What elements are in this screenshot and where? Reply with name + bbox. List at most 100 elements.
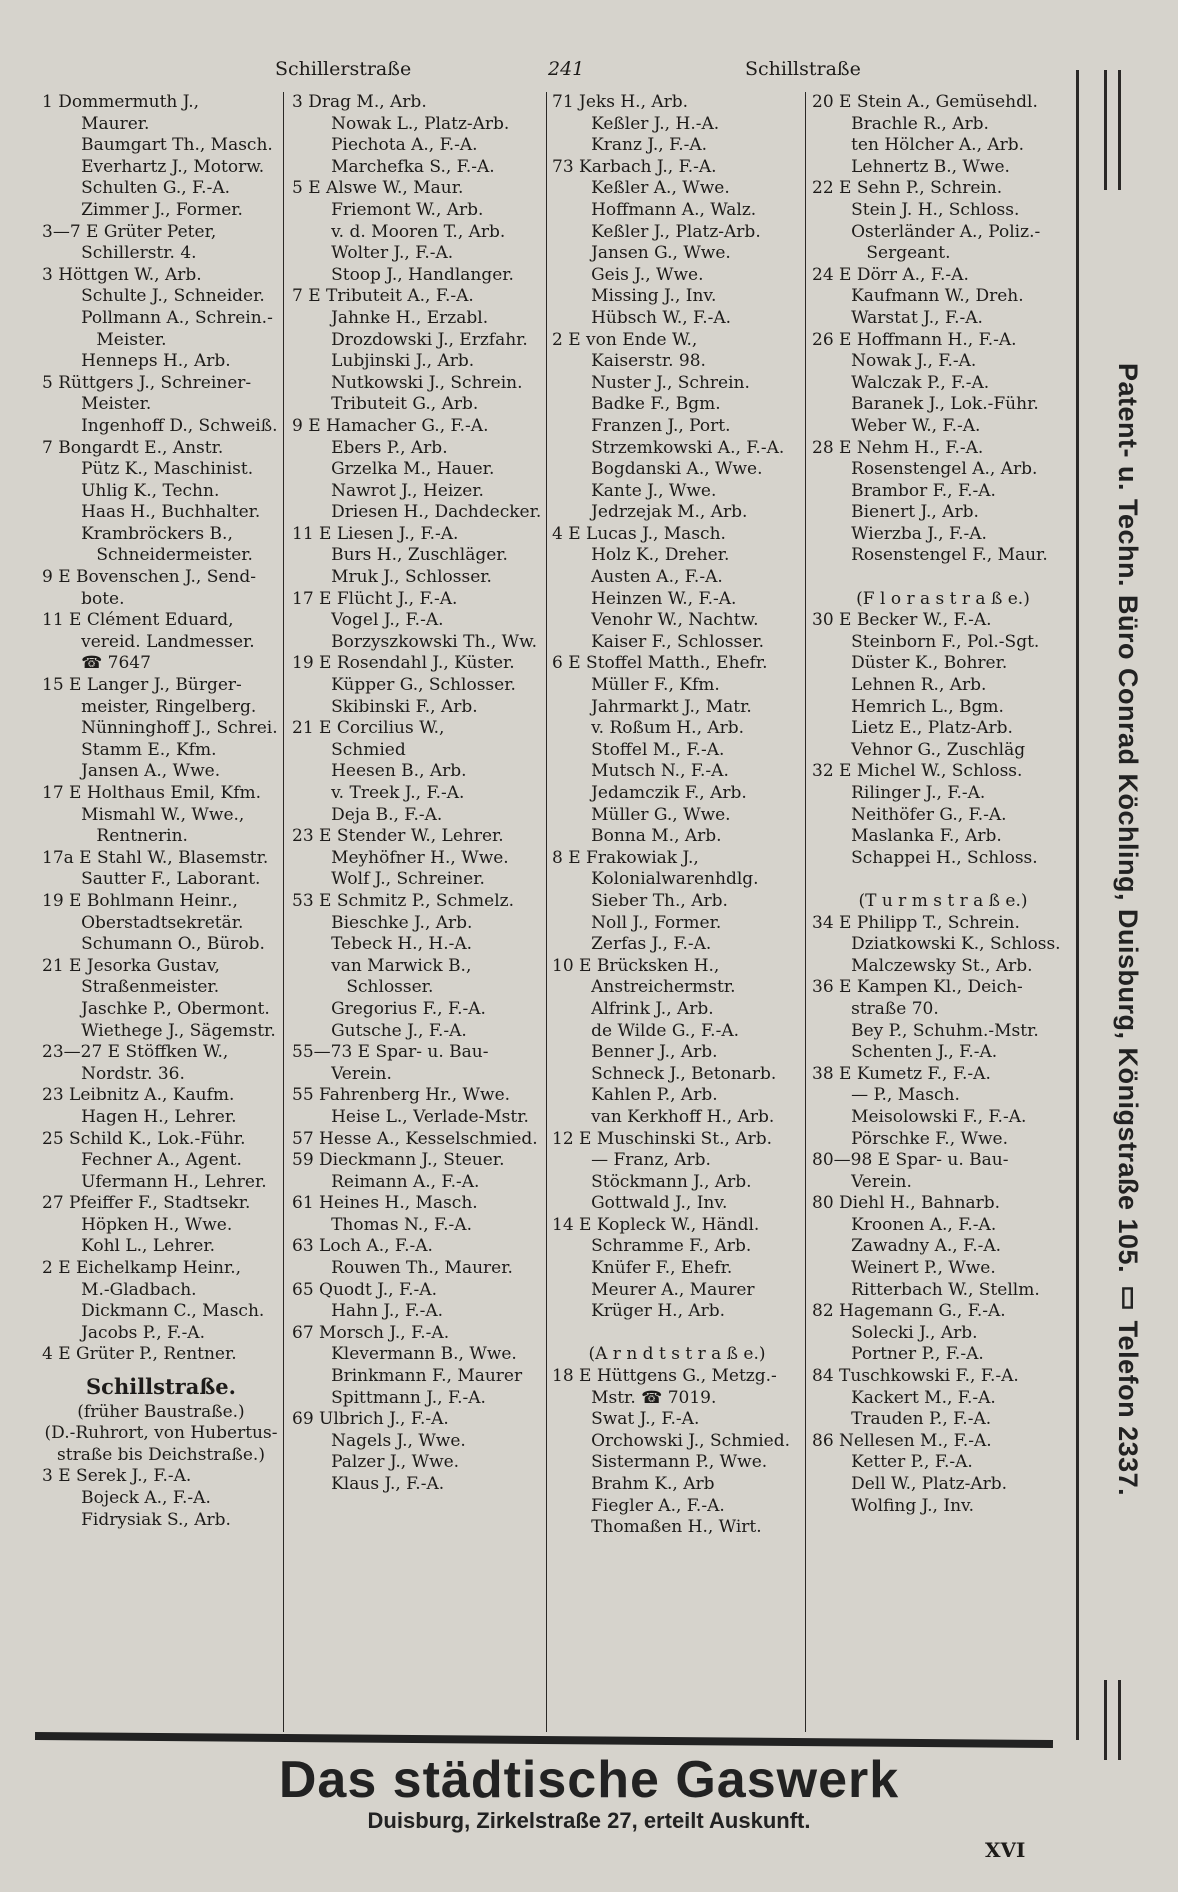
entry-text: (T u r m s t r a ß e.) [858, 890, 1028, 911]
directory-entry: 84 Tuschkowski F., F.-A. [812, 1366, 1074, 1388]
house-number: 53 E [292, 890, 332, 911]
entry-text: Zawadny A., F.-A. [851, 1236, 1002, 1257]
entry-text: Thomaßen H., Wirt. [591, 1517, 762, 1538]
directory-entry: Weinert P., Wwe. [812, 1258, 1074, 1280]
house-number: 23 E [292, 826, 332, 847]
entry-text: Fidrysiak S., Arb. [81, 1509, 231, 1530]
gaswerk-ad-title: Das städtische Gaswerk [278, 1751, 900, 1809]
directory-entry: Kroonen A., F.-A. [812, 1215, 1074, 1237]
directory-entry: Jaschke P., Obermont. [42, 999, 280, 1021]
directory-entry: Stoffel M., F.-A. [552, 740, 802, 762]
directory-entry: Driesen H., Dachdecker. [292, 502, 542, 524]
directory-entry: 67 Morsch J., F.-A. [292, 1323, 542, 1345]
entry-text: Reimann A., F.-A. [331, 1171, 480, 1192]
entry-text: Diehl H., Bahnarb. [839, 1193, 1001, 1214]
house-number: 3 [42, 264, 53, 285]
entry-text: Stein J. H., Schloss. [851, 199, 1020, 220]
entry-text: Alswe W., Maur. [326, 178, 464, 199]
directory-entry: Warstat J., F.-A. [812, 308, 1074, 330]
directory-entry: 17 E Holthaus Emil, Kfm. [42, 783, 280, 805]
entry-text: Pfeiffer F., Stadtsekr. [69, 1193, 251, 1214]
directory-entry: Zawadny A., F.-A. [812, 1236, 1074, 1258]
directory-entry: Gregorius F., F.-A. [292, 999, 542, 1021]
house-number: 23—27 E [42, 1042, 121, 1063]
entry-text: Baranek J., Lok.-Führ. [851, 394, 1039, 415]
entry-text: Brachle R., Arb. [851, 113, 989, 134]
entry-text: ten Hölcher A., Arb. [851, 135, 1025, 156]
house-number: 65 [292, 1279, 314, 1300]
directory-entry: van Marwick B., Schlosser. [292, 956, 542, 999]
section-note: (T u r m s t r a ß e.) [812, 869, 1074, 912]
house-number: 24 E [812, 264, 852, 285]
directory-entry: Schulte J., Schneider. [42, 286, 280, 308]
entry-text: Hübsch W., F.-A. [591, 307, 732, 328]
directory-entry: 9 E Hamacher G., F.-A. [292, 416, 542, 438]
directory-entry: 80 Diehl H., Bahnarb. [812, 1193, 1074, 1215]
directory-entry: Mutsch N., F.-A. [552, 761, 802, 783]
house-number: 17 E [292, 588, 332, 609]
directory-entry: Lietz E., Platz-Arb. [812, 718, 1074, 740]
directory-entry: Ufermann H., Lehrer. [42, 1172, 280, 1194]
directory-entry: 86 Nellesen M., F.-A. [812, 1431, 1074, 1453]
house-number: 28 E [812, 437, 852, 458]
column-4: 20 E Stein A., Gemüsehdl. Brachle R., Arb… [812, 92, 1074, 1517]
directory-entry: Lehnen R., Arb. [812, 675, 1074, 697]
entry-text: (D.-Ruhrort, von Hubertus- straße bis De… [44, 1423, 278, 1465]
entry-text: Piechota A., F.-A. [331, 135, 478, 156]
directory-entry: Meurer A., Maurer [552, 1280, 802, 1302]
sidebar-rule [1104, 70, 1107, 190]
entry-text: Leibnitz A., Kaufm. [69, 1085, 235, 1106]
entry-text: Spittmann J., F.-A. [331, 1387, 486, 1408]
entry-text: Hoffmann H., F.-A. [856, 329, 1017, 350]
directory-entry: Tebeck H., H.-A. [292, 934, 542, 956]
directory-entry: Stoop J., Handlanger. [292, 265, 542, 287]
directory-entry: Jedrzejak M., Arb. [552, 502, 802, 524]
directory-entry: Maslanka F., Arb. [812, 826, 1074, 848]
entry-text: Rosenstengel F., Maur. [851, 545, 1048, 566]
directory-entry: 9 E Bovenschen J., Send- bote. [42, 567, 280, 610]
running-head-right: Schillstraße [745, 58, 861, 80]
entry-text: Becker W., F.-A. [856, 610, 992, 631]
entry-text: Philipp T., Schrein. [856, 912, 1020, 933]
entry-text: Stöffken W., Nordstr. 36. [81, 1042, 229, 1084]
directory-entry: Knüfer F., Ehefr. [552, 1258, 802, 1280]
directory-entry: Schappei H., Schloss. [812, 848, 1074, 870]
entry-text: Bienert J., Arb. [851, 502, 979, 523]
entry-text: Osterländer A., Poliz.- Sergeant. [851, 221, 1041, 264]
directory-entry: Sautter F., Laborant. [42, 869, 280, 891]
directory-entry: Schulten G., F.-A. [42, 178, 280, 200]
directory-entry: 73 Karbach J., F.-A. [552, 157, 802, 179]
entry-text: Rosenstengel A., Arb. [851, 459, 1038, 480]
entry-text: Holthaus Emil, Kfm. [86, 783, 262, 803]
directory-entry: 1 Dommermuth J., Maurer. [42, 92, 280, 135]
entry-text: Lubjinski J., Arb. [331, 351, 475, 372]
directory-entry: Sieber Th., Arb. [552, 891, 802, 913]
entry-text: Bongardt E., Anstr. [58, 437, 224, 458]
entry-text: Nagels J., Wwe. [331, 1430, 466, 1451]
entry-text: Grüter Peter, Schillerstr. 4. [81, 221, 217, 264]
house-number: 22 E [812, 178, 852, 199]
directory-entry: 11 E Liesen J., F.-A. [292, 524, 542, 546]
entry-text: Jansen G., Wwe. [591, 243, 731, 264]
entry-text: Wiethege J., Sägemstr. [81, 1020, 276, 1041]
directory-entry: Krambröckers B., Schneidermeister. [42, 524, 280, 567]
entry-text: Vogel J., F.-A. [331, 610, 444, 631]
entry-text: Nowak L., Platz-Arb. [331, 113, 510, 134]
directory-entry: Krüger H., Arb. [552, 1301, 802, 1323]
entry-text: Palzer J., Wwe. [331, 1452, 460, 1473]
directory-entry: Pollmann A., Schrein.- Meister. [42, 308, 280, 351]
entry-text: Pörschke F., Wwe. [851, 1128, 1009, 1149]
entry-text: — P., Masch. [851, 1085, 960, 1106]
entry-text: Fiegler A., F.-A. [591, 1495, 725, 1516]
entry-text: Keßler A., Wwe. [591, 178, 730, 199]
directory-entry: Jacobs P., F.-A. [42, 1323, 280, 1345]
entry-text: Düster K., Bohrer. [851, 653, 1008, 674]
house-number: 25 [42, 1128, 64, 1149]
directory-entry: ten Hölcher A., Arb. [812, 135, 1074, 157]
entry-text: Schenten J., F.-A. [851, 1042, 998, 1063]
entry-text: Michel W., Schloss. [856, 761, 1023, 782]
directory-entry: Mruk J., Schlosser. [292, 567, 542, 589]
directory-entry: Nutkowski J., Schrein. [292, 373, 542, 395]
directory-entry: Küpper G., Schlosser. [292, 675, 542, 697]
entry-text: Mruk J., Schlosser. [331, 567, 492, 588]
